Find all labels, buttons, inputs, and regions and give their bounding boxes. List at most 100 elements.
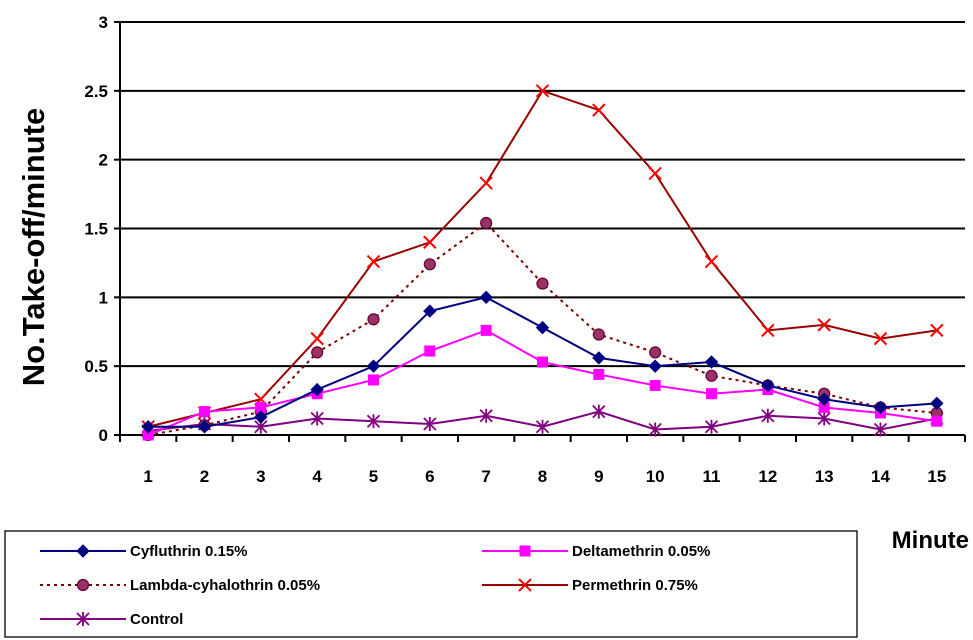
data-point <box>704 355 719 369</box>
series-group <box>141 84 944 442</box>
data-point <box>480 324 492 336</box>
x-tick-label: 12 <box>758 467 777 486</box>
series-0 <box>141 290 944 434</box>
legend-label: Permethrin 0.75% <box>572 577 698 594</box>
data-point <box>704 419 719 434</box>
data-point <box>592 404 606 419</box>
data-point <box>423 258 436 271</box>
data-point <box>648 166 662 181</box>
legend-item: Cyfluthrin 0.15% <box>40 543 248 560</box>
data-point <box>310 382 324 397</box>
data-point <box>706 388 717 400</box>
data-point <box>593 368 605 380</box>
legend-item: Permethrin 0.75% <box>482 577 698 594</box>
y-tick-label: 2.5 <box>84 82 108 101</box>
data-point <box>480 216 493 230</box>
x-tick-label: 13 <box>815 467 834 486</box>
series-line <box>147 221 937 436</box>
legend-marker <box>76 544 90 558</box>
y-tick-label: 3 <box>99 13 108 32</box>
legend: Cyfluthrin 0.15% Deltamethrin 0.05% Lambda… <box>4 530 858 638</box>
x-tick-label: 8 <box>538 467 547 486</box>
x-tick-label: 11 <box>703 467 721 486</box>
data-point <box>367 313 380 326</box>
y-tick-label: 0.5 <box>84 357 108 376</box>
legend-item: Deltamethrin 0.05% <box>482 543 710 560</box>
data-point <box>592 328 605 341</box>
x-tick-label: 4 <box>312 467 322 486</box>
legend-label: Cyfluthrin 0.15% <box>130 543 248 560</box>
x-tick-label: 3 <box>256 467 265 486</box>
data-point <box>930 323 944 338</box>
data-point <box>536 277 549 290</box>
data-point <box>311 346 324 359</box>
data-point <box>310 411 324 426</box>
y-tick-label: 1 <box>99 288 108 307</box>
x-axis-title: Minute <box>892 527 969 554</box>
data-point <box>761 378 775 393</box>
x-tick-label: 2 <box>200 467 209 486</box>
legend-item: Lambda-cyhalothrin 0.05% <box>40 577 320 594</box>
x-tick-label: 5 <box>369 467 378 486</box>
legend-label: Deltamethrin 0.05% <box>572 543 710 560</box>
data-point <box>424 345 436 357</box>
legend-marker <box>519 545 531 557</box>
data-point <box>366 414 381 429</box>
data-point <box>648 359 662 373</box>
y-tick-label: 1.5 <box>84 220 108 239</box>
data-point <box>479 290 493 305</box>
data-point <box>705 369 718 382</box>
data-point <box>873 331 888 346</box>
axes <box>114 21 966 442</box>
legend-label: Lambda-cyhalothrin 0.05% <box>130 577 320 594</box>
data-point <box>649 346 662 359</box>
data-point <box>592 351 606 365</box>
data-point <box>931 415 943 427</box>
data-point <box>649 379 661 391</box>
data-point <box>648 422 662 437</box>
data-point <box>479 408 493 423</box>
x-tick-label: 10 <box>646 467 665 486</box>
x-tick-label: 6 <box>425 467 434 486</box>
x-tick-label: 7 <box>481 467 490 486</box>
data-point <box>817 411 831 426</box>
series-line <box>147 89 937 428</box>
y-tick-labels: 0 0.5 1 1.5 2 2.5 3 <box>84 13 108 445</box>
data-point <box>930 396 944 411</box>
legend-item: Control <box>40 611 183 628</box>
data-point <box>873 422 888 437</box>
series-line <box>147 329 937 436</box>
data-point <box>366 359 381 373</box>
y-tick-label: 2 <box>99 151 108 170</box>
legend-marker <box>76 612 90 626</box>
data-point <box>366 254 381 269</box>
data-point <box>761 408 775 423</box>
legend-marker <box>518 578 532 592</box>
data-point <box>704 254 719 269</box>
data-point <box>537 356 548 368</box>
y-axis-title: No.Take-off/minute <box>16 108 51 386</box>
x-tick-label: 14 <box>871 467 890 486</box>
data-point <box>535 320 550 335</box>
x-tick-labels: 1 2 3 4 5 6 7 8 9 10 11 12 13 14 15 <box>143 467 946 486</box>
data-point <box>535 419 550 434</box>
data-point <box>761 323 775 338</box>
data-point <box>535 84 550 98</box>
data-point <box>141 420 155 434</box>
data-point <box>197 420 212 434</box>
legend-box <box>4 530 858 638</box>
legend-label: Control <box>130 611 183 628</box>
data-point <box>423 416 437 431</box>
x-tick-label: 15 <box>927 467 946 486</box>
data-point <box>817 392 831 406</box>
data-point <box>423 235 437 249</box>
data-point <box>254 410 268 424</box>
data-point <box>199 406 210 418</box>
x-tick-label: 1 <box>143 467 152 486</box>
data-point <box>873 400 888 415</box>
gridlines <box>120 21 965 368</box>
series-3 <box>141 84 944 434</box>
data-point <box>423 304 437 318</box>
y-tick-label: 0 <box>99 426 108 445</box>
